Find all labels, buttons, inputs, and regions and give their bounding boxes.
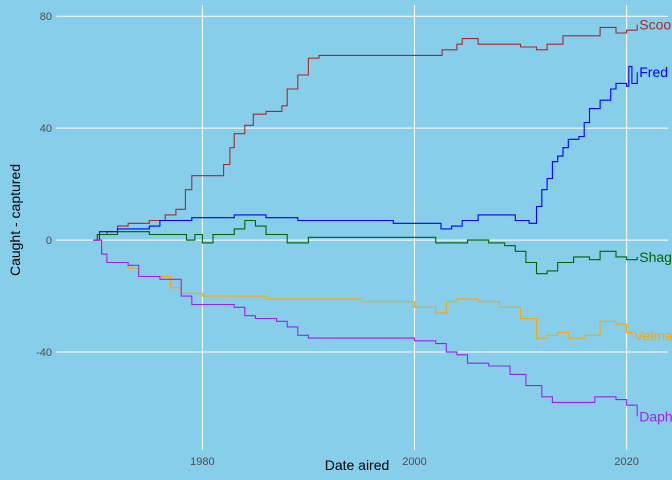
tick-labels: 80 40 0 -40 1980 2000 2020 [36, 11, 639, 468]
series-lines [93, 24, 638, 417]
series-label-scooby: Scooby [639, 17, 672, 33]
y-tick-label: 80 [40, 11, 52, 23]
series-labels: Scooby Fred Shaggy Velma Daphnie [634, 17, 672, 425]
x-tick-label: 2020 [614, 456, 638, 468]
y-axis-title: Caught - captured [7, 164, 23, 276]
grid-lines [56, 5, 668, 450]
series-label-daphnie: Daphnie [639, 408, 672, 424]
y-tick-label: 40 [40, 123, 52, 135]
series-line-shaggy [93, 219, 638, 275]
series-label-shaggy: Shaggy [639, 249, 672, 265]
series-line-scooby [93, 24, 638, 241]
series-label-fred: Fred [639, 64, 668, 80]
x-axis-title: Date aired [325, 457, 390, 473]
y-tick-label: -40 [36, 347, 52, 359]
series-line-daphnie [93, 239, 638, 417]
x-tick-label: 1980 [190, 456, 214, 468]
x-tick-label: 2000 [402, 456, 426, 468]
series-line-fred [93, 66, 638, 241]
series-label-velma: Velma [634, 327, 672, 343]
y-tick-label: 0 [46, 235, 52, 247]
